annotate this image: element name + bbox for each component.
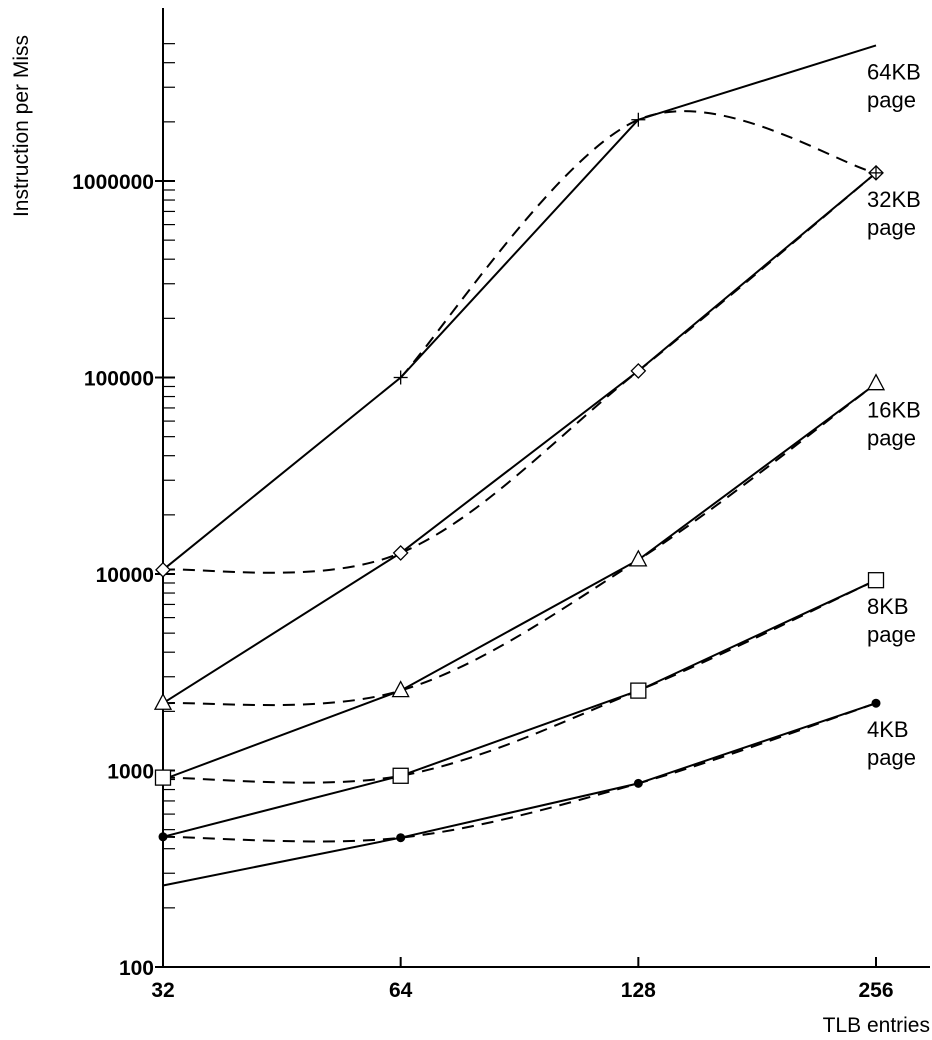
series-dashed-line [162, 382, 877, 707]
dashed-lines [162, 110, 877, 843]
marker-diamond [155, 561, 171, 578]
series-label: page [867, 426, 916, 451]
x-tick-label: 32 [151, 979, 174, 1002]
series-label: 8KB [867, 594, 909, 619]
series-label: page [867, 87, 916, 112]
marker-dot [633, 778, 643, 788]
marker-triangle [866, 373, 886, 391]
series-label: 64KB [867, 59, 921, 84]
marker-dot [871, 698, 881, 708]
series-label: page [867, 622, 916, 647]
x-tick-label: 128 [621, 979, 656, 1002]
series-label: 16KB [867, 398, 921, 423]
series-label: page [867, 215, 916, 240]
markers [153, 112, 886, 843]
solid-lines [162, 44, 877, 887]
y-tick-label: 1000 [107, 761, 154, 784]
marker-dot [158, 832, 168, 842]
series-dashed-line [399, 110, 877, 379]
series-dashed-line [162, 579, 877, 784]
marker-triangle [391, 680, 410, 698]
y-tick-label: 10000 [96, 564, 154, 587]
marker-square [154, 769, 172, 786]
y-tick-label: 100 [119, 957, 154, 980]
series-solid-line [162, 579, 877, 838]
y-tick-label: 100000 [84, 368, 154, 391]
marker-triangle [153, 692, 173, 710]
series-solid-line [162, 44, 877, 571]
x-tick-label: 64 [389, 979, 413, 1002]
marker-dot [396, 833, 406, 843]
series-dashed-line [162, 702, 877, 843]
y-axis-title: Instruction per Miss [10, 35, 33, 217]
labels: 4KB page 8KB page 16KB page 32KB page 64KB page [867, 59, 921, 770]
series-label: 32KB [867, 187, 921, 212]
series-dashed-line [162, 172, 877, 574]
series-solid-line [162, 172, 877, 705]
x-tick-label: 256 [858, 979, 893, 1002]
marker-square [630, 682, 647, 699]
axes: 100 1000 10000 100000 1000000 32 64 128 256 [72, 8, 930, 1002]
marker-square [867, 572, 885, 589]
series-label: 4KB [867, 717, 909, 742]
series-solid-line [162, 702, 877, 887]
series-label: page [867, 745, 916, 770]
marker-square [392, 767, 409, 784]
y-tick-label: 1000000 [72, 171, 154, 194]
marker-diamond [630, 363, 647, 379]
series-solid-line [162, 382, 877, 781]
marker-diamond [392, 545, 409, 561]
marker-triangle [629, 549, 648, 567]
x-axis-title: TLB entries [823, 1014, 930, 1037]
